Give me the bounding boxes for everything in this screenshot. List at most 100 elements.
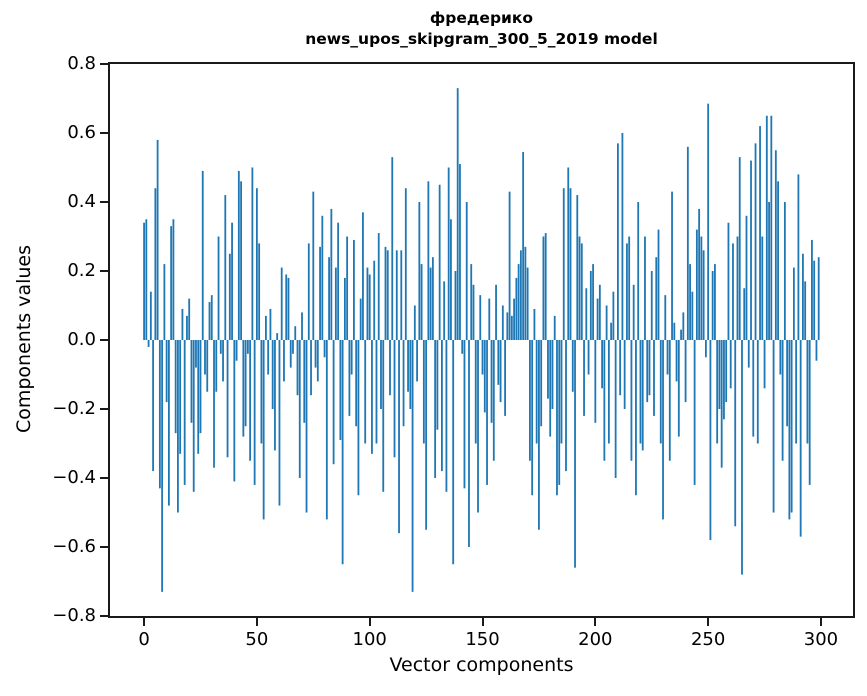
bar bbox=[542, 236, 545, 340]
bar bbox=[215, 340, 218, 392]
bar bbox=[350, 340, 353, 375]
bar bbox=[431, 257, 434, 340]
bar bbox=[626, 243, 628, 340]
x-tick-label: 150 bbox=[465, 629, 500, 650]
bar bbox=[407, 340, 409, 392]
bar bbox=[585, 288, 588, 340]
bar bbox=[720, 340, 723, 468]
bar bbox=[375, 340, 378, 444]
bar bbox=[745, 215, 748, 340]
bar bbox=[348, 340, 351, 416]
bar bbox=[294, 326, 297, 340]
bar bbox=[666, 340, 669, 375]
bar bbox=[529, 340, 531, 461]
bar bbox=[646, 340, 649, 403]
bar bbox=[240, 181, 242, 340]
bar bbox=[328, 257, 330, 340]
bar bbox=[628, 236, 631, 340]
bar bbox=[402, 340, 405, 427]
y-tick-mark bbox=[100, 546, 108, 548]
bar bbox=[283, 340, 285, 382]
bar bbox=[560, 340, 563, 444]
y-tick-mark bbox=[100, 270, 108, 272]
bar bbox=[553, 315, 556, 340]
bar bbox=[413, 305, 416, 340]
bar bbox=[217, 236, 220, 340]
bar bbox=[729, 340, 732, 389]
y-axis-label: Components values bbox=[13, 244, 35, 434]
bar bbox=[535, 340, 538, 444]
bar bbox=[427, 181, 430, 340]
bar bbox=[147, 340, 150, 347]
bar bbox=[741, 340, 743, 575]
bar bbox=[732, 243, 734, 340]
bar bbox=[565, 340, 567, 472]
bar bbox=[531, 340, 534, 496]
bar bbox=[610, 322, 613, 340]
bar bbox=[653, 340, 655, 416]
bar bbox=[280, 267, 283, 340]
y-tick-label: 0.8 bbox=[67, 53, 96, 74]
bar bbox=[655, 257, 658, 340]
bar bbox=[811, 239, 813, 340]
bar bbox=[569, 188, 572, 340]
bar bbox=[186, 315, 188, 340]
bar bbox=[459, 164, 461, 340]
bar bbox=[316, 340, 319, 382]
bar bbox=[355, 340, 358, 427]
bar bbox=[165, 340, 168, 403]
bar bbox=[251, 167, 254, 340]
bar bbox=[420, 264, 423, 340]
bar bbox=[497, 340, 500, 385]
bar bbox=[605, 305, 608, 340]
bar bbox=[698, 208, 701, 340]
bar bbox=[249, 340, 252, 461]
bar bbox=[517, 264, 520, 340]
bar bbox=[777, 181, 779, 340]
x-tick-mark bbox=[143, 618, 146, 626]
y-tick-label: −0.8 bbox=[52, 605, 96, 626]
bar bbox=[664, 295, 667, 340]
bar bbox=[450, 219, 452, 340]
bar bbox=[228, 253, 231, 340]
bar bbox=[492, 340, 495, 461]
bar bbox=[314, 340, 317, 368]
bar bbox=[197, 340, 200, 454]
bar bbox=[544, 233, 547, 340]
bar bbox=[371, 340, 373, 454]
bar bbox=[558, 340, 561, 485]
bar bbox=[750, 160, 752, 340]
bar bbox=[756, 340, 759, 444]
bar bbox=[637, 202, 640, 340]
bar bbox=[768, 202, 770, 340]
bar bbox=[659, 340, 662, 444]
bar bbox=[303, 340, 306, 423]
bar bbox=[817, 257, 820, 340]
bar bbox=[163, 264, 166, 340]
bar bbox=[154, 188, 157, 340]
bar bbox=[158, 340, 161, 489]
bar bbox=[635, 340, 637, 496]
y-tick-mark bbox=[100, 615, 108, 617]
bar bbox=[278, 340, 281, 506]
bar bbox=[377, 233, 380, 340]
bar bbox=[763, 340, 766, 389]
bar bbox=[244, 340, 247, 427]
bar bbox=[434, 340, 437, 478]
x-tick-mark bbox=[707, 618, 710, 626]
bar bbox=[274, 340, 276, 451]
bar bbox=[802, 253, 804, 340]
bar bbox=[734, 340, 737, 527]
bar bbox=[479, 295, 482, 340]
bar bbox=[231, 222, 233, 340]
bar bbox=[265, 315, 267, 340]
bar bbox=[490, 340, 493, 423]
bar bbox=[391, 157, 394, 340]
bar bbox=[170, 226, 173, 340]
bar bbox=[538, 340, 540, 530]
y-tick-mark bbox=[100, 132, 108, 134]
bar bbox=[792, 267, 795, 340]
bar bbox=[456, 88, 459, 341]
bar bbox=[461, 340, 464, 354]
bar bbox=[271, 340, 274, 409]
